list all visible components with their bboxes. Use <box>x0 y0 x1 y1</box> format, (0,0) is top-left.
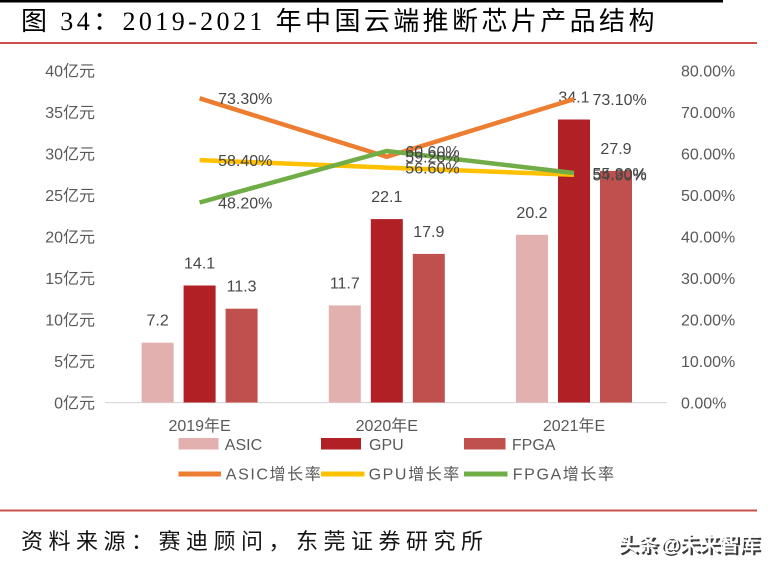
svg-text:0.00%: 0.00% <box>681 395 726 412</box>
svg-text:60.60%: 60.60% <box>405 144 459 161</box>
svg-text:30.00%: 30.00% <box>681 271 735 288</box>
svg-text:73.30%: 73.30% <box>218 91 272 108</box>
svg-text:20.2: 20.2 <box>516 205 547 222</box>
svg-text:58.40%: 58.40% <box>218 153 272 170</box>
svg-text:头条@未来智库: 头条 @未来智库 <box>618 532 760 556</box>
svg-text:15亿元: 15亿元 <box>45 270 95 288</box>
svg-text:59.20%: 59.20% <box>405 150 459 167</box>
svg-text:25亿元: 25亿元 <box>45 187 95 205</box>
svg-text:40亿元: 40亿元 <box>45 62 95 80</box>
svg-text:54.90%: 54.90% <box>593 168 647 185</box>
svg-text:20亿元: 20亿元 <box>45 228 95 246</box>
svg-text:10亿元: 10亿元 <box>45 311 95 329</box>
svg-text:2021年E: 2021年E <box>543 417 605 435</box>
svg-text:FPGA增长率: FPGA增长率 <box>513 466 616 484</box>
svg-text:7.2: 7.2 <box>146 313 168 330</box>
svg-text:17.9: 17.9 <box>413 224 444 241</box>
svg-text:35亿元: 35亿元 <box>45 104 95 122</box>
svg-text:GPU增长率: GPU增长率 <box>369 466 461 484</box>
svg-text:11.7: 11.7 <box>330 275 360 292</box>
svg-text:40.00%: 40.00% <box>681 229 735 246</box>
svg-text:30亿元: 30亿元 <box>45 145 95 163</box>
svg-text:60.00%: 60.00% <box>681 146 735 163</box>
svg-text:资料来源：赛迪顾问，东莞证券研究所: 资料来源：赛迪顾问，东莞证券研究所 <box>21 529 489 554</box>
svg-text:50.00%: 50.00% <box>681 188 735 205</box>
svg-text:GPU: GPU <box>369 437 404 454</box>
svg-text:2020年E: 2020年E <box>356 417 418 435</box>
svg-text:14.1: 14.1 <box>184 256 215 273</box>
svg-text:2019年E: 2019年E <box>168 417 230 435</box>
svg-text:20.00%: 20.00% <box>681 312 735 329</box>
svg-text:22.1: 22.1 <box>371 189 402 206</box>
svg-text:80.00%: 80.00% <box>681 63 735 80</box>
svg-text:5亿元: 5亿元 <box>54 353 95 371</box>
svg-text:0亿元: 0亿元 <box>54 394 95 412</box>
svg-text:ASIC增长率: ASIC增长率 <box>226 466 323 484</box>
svg-text:55.30%: 55.30% <box>593 166 647 183</box>
svg-text:图 34：2019-2021 年中国云端推断芯片产品结构: 图 34：2019-2021 年中国云端推断芯片产品结构 <box>21 7 658 36</box>
svg-text:FPGA: FPGA <box>512 437 556 454</box>
svg-text:70.00%: 70.00% <box>681 105 735 122</box>
svg-text:头条@未来智库: 头条 @未来智库 <box>620 534 762 558</box>
svg-text:ASIC: ASIC <box>225 437 262 454</box>
svg-text:10.00%: 10.00% <box>681 354 735 371</box>
svg-text:73.10%: 73.10% <box>593 92 647 109</box>
svg-text:56.60%: 56.60% <box>405 160 459 177</box>
svg-text:48.20%: 48.20% <box>218 195 272 212</box>
svg-text:27.9: 27.9 <box>600 141 631 158</box>
svg-text:11.3: 11.3 <box>227 279 257 296</box>
